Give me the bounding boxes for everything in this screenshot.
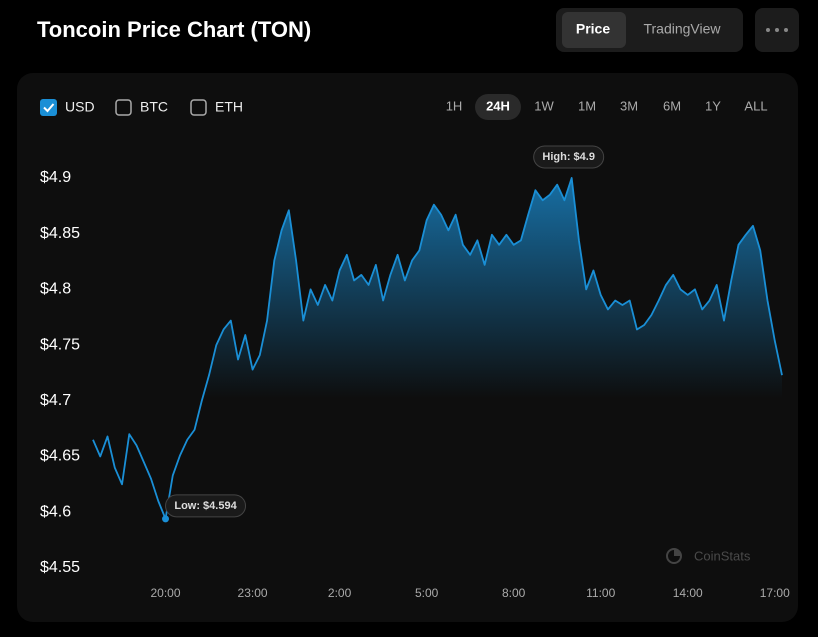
range-button[interactable]: 1M <box>578 98 596 113</box>
range-button[interactable]: 1H <box>446 98 463 113</box>
x-tick-label: 23:00 <box>238 586 268 600</box>
range-button[interactable]: 3M <box>620 98 638 113</box>
checkbox[interactable] <box>115 99 132 116</box>
low-marker <box>162 515 170 523</box>
y-tick-label: $4.55 <box>40 559 80 576</box>
range-button[interactable]: 1W <box>534 98 554 113</box>
y-tick-label: $4.75 <box>40 336 80 353</box>
y-tick-label: $4.6 <box>40 503 71 520</box>
x-tick-label: 14:00 <box>673 586 703 600</box>
annotation-bg <box>533 145 605 169</box>
checkbox[interactable] <box>190 99 207 116</box>
checkbox-label[interactable]: BTC <box>140 99 168 115</box>
x-tick-label: 2:00 <box>328 586 352 600</box>
tab[interactable]: TradingView <box>643 21 721 37</box>
annotation-low: Low: $4.594 <box>174 500 237 512</box>
checkbox-label[interactable]: ETH <box>215 99 243 115</box>
tab-active-bg <box>562 12 626 48</box>
y-tick-label: $4.65 <box>40 448 80 465</box>
checkbox-checked[interactable] <box>40 99 57 116</box>
range-button[interactable]: 6M <box>663 98 681 113</box>
menu-dot <box>784 28 788 32</box>
area-fill <box>93 177 782 580</box>
plot-area: $4.55 $4.6 $4.65 $4.7 $4.75 $4.8 $4.85 $4.9 20:0… <box>40 145 790 600</box>
menu-dot <box>775 28 779 32</box>
page-title: Toncoin Price Chart (TON) <box>37 17 311 42</box>
checkbox-label[interactable]: USD <box>65 99 95 115</box>
price-line <box>92 177 783 520</box>
x-tick-label: 8:00 <box>502 586 526 600</box>
y-tick-label: $4.7 <box>40 392 71 409</box>
checkmark <box>43 103 55 113</box>
x-tick-label: 5:00 <box>415 586 439 600</box>
watermark: CoinStats <box>694 548 751 563</box>
x-tick-label: 20:00 <box>151 586 181 600</box>
annotation-bg <box>165 494 247 518</box>
range-button[interactable]: 1Y <box>705 98 721 113</box>
y-tick-label: $4.8 <box>40 281 71 298</box>
range-button[interactable]: ALL <box>744 98 767 113</box>
y-tick-label: $4.85 <box>40 225 80 242</box>
annotation-high: High: $4.9 <box>542 151 595 163</box>
menu-dot <box>766 28 770 32</box>
watermark-icon <box>666 548 682 564</box>
range-active-bg <box>475 94 521 120</box>
y-tick-label: $4.9 <box>40 169 71 186</box>
x-tick-label: 17:00 <box>760 586 790 600</box>
x-tick-label: 11:00 <box>586 586 615 600</box>
tab[interactable]: Price <box>576 21 610 37</box>
range-button[interactable]: 24H <box>486 98 510 113</box>
